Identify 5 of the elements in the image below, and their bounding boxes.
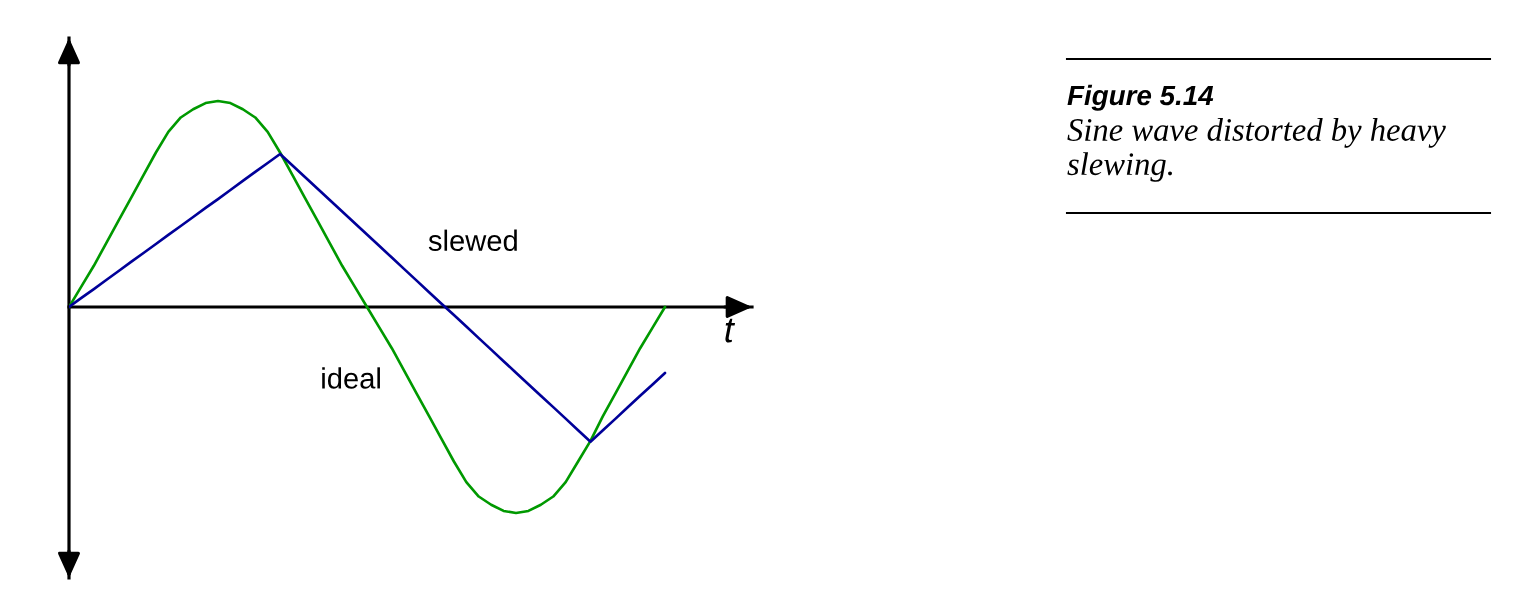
- series-label: slewed: [428, 229, 517, 252]
- text: Figure 5.14: [1067, 84, 1214, 111]
- text: Sine wave distorted by heavy slewing.: [1067, 118, 1446, 182]
- x-axis-title: t: [725, 318, 736, 343]
- series-label: ideal: [322, 367, 380, 389]
